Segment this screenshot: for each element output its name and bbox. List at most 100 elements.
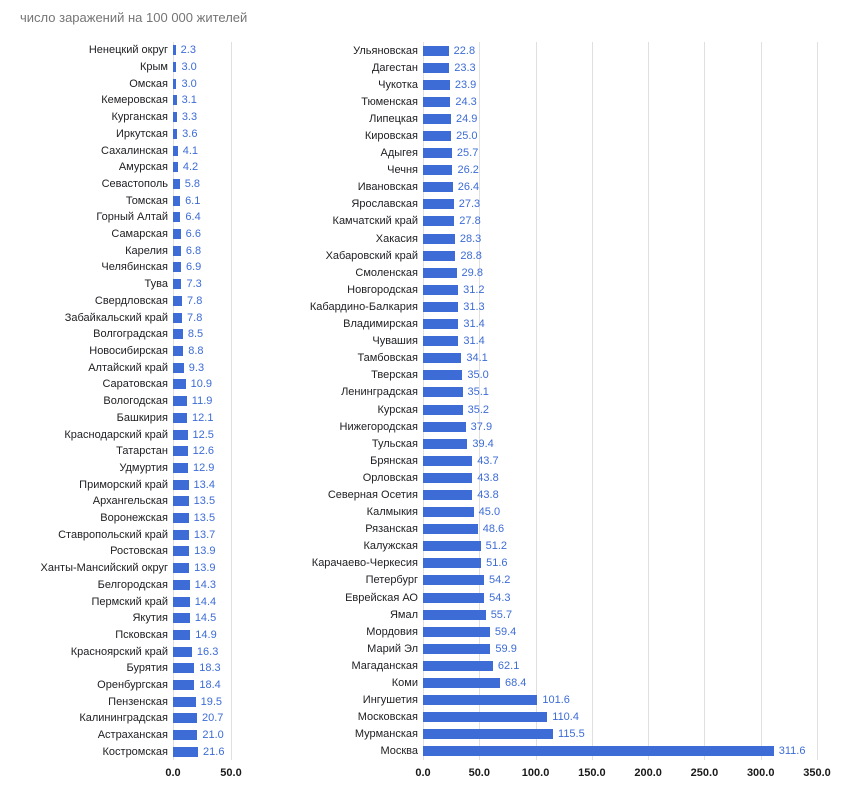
bar-row: 3.0 [173, 59, 231, 76]
category-label: Воронежская [100, 512, 168, 525]
value-label: 9.3 [188, 361, 205, 374]
value-label: 35.2 [467, 403, 490, 416]
category-label: Брянская [370, 454, 418, 467]
bar-row: 14.3 [173, 577, 231, 594]
bar [423, 62, 450, 73]
bar-row: 43.7 [423, 452, 817, 469]
category-label: Москва [380, 745, 418, 758]
bar-row: 31.3 [423, 298, 817, 315]
value-label: 25.7 [456, 147, 479, 160]
bar-row: 115.5 [423, 726, 817, 743]
value-label: 13.9 [194, 545, 216, 558]
value-label: 37.9 [470, 420, 493, 433]
chart-panel-1: Ненецкий округ Крым Омская Кемеровская Курга… [18, 42, 242, 784]
bar [173, 178, 180, 189]
bar [423, 472, 473, 483]
bar-row: 14.5 [173, 610, 231, 627]
value-label: 21.6 [203, 745, 225, 758]
bar [423, 609, 486, 620]
bar [173, 295, 183, 306]
value-label: 3.0 [181, 61, 197, 74]
category-label: Ханты-Мансийский округ [40, 562, 169, 575]
value-label: 6.6 [185, 228, 201, 241]
value-label: 35.1 [467, 386, 489, 399]
category-label: Магаданская [351, 659, 418, 672]
bar [423, 404, 463, 415]
bar [423, 524, 478, 535]
category-label: Адыгея [380, 147, 418, 160]
bar [173, 446, 188, 457]
bar-row: 27.8 [423, 213, 817, 230]
bar [423, 695, 538, 706]
axis-tick-label: 0.0 [165, 767, 181, 779]
bar-row: 14.4 [173, 593, 231, 610]
value-label: 48.6 [482, 523, 505, 536]
category-label: Ярославская [351, 198, 418, 211]
axis-tick-label: 300.0 [746, 767, 775, 779]
category-label: Владимирская [343, 318, 418, 331]
value-label: 10.9 [190, 378, 213, 391]
plot-area-2: 22.8 23.3 23.9 24.3 24.9 25.0 25.7 26.2 26.4 27.3… [415, 42, 831, 784]
bar [173, 145, 178, 156]
bar [423, 729, 554, 740]
value-label: 31.4 [463, 335, 485, 348]
value-label: 11.9 [191, 395, 213, 408]
bar-row: 34.1 [423, 350, 817, 367]
axis-tick-label: 50.0 [220, 767, 242, 779]
bar [173, 429, 188, 440]
axis-tick-label: 350.0 [803, 767, 831, 779]
bar [173, 162, 178, 173]
category-label: Волгоградская [93, 328, 168, 341]
value-label: 27.3 [458, 198, 481, 211]
category-label: Забайкальский край [64, 311, 168, 324]
category-label: Тамбовская [357, 352, 418, 365]
bar [173, 646, 192, 657]
value-label: 3.3 [181, 111, 198, 124]
category-label: Краснодарский край [64, 428, 168, 441]
gridline [648, 42, 650, 760]
bar [173, 579, 190, 590]
bar [423, 592, 485, 603]
axis-tick-label: 200.0 [634, 767, 662, 779]
bar [423, 387, 463, 398]
value-label: 23.9 [454, 78, 477, 91]
category-label: Чувашия [372, 335, 418, 348]
value-label: 31.2 [463, 283, 485, 296]
category-label: Тува [144, 278, 168, 291]
value-label: 26.4 [457, 181, 480, 194]
bar [173, 195, 181, 206]
bar [173, 696, 196, 707]
value-label: 2.3 [180, 44, 196, 57]
category-label: Алтайский край [88, 361, 168, 374]
category-label: Ямал [389, 608, 418, 621]
bar-row: 25.0 [423, 127, 817, 144]
gridline [704, 42, 706, 760]
value-label: 3.1 [181, 94, 197, 107]
value-label: 7.8 [187, 294, 203, 307]
bar [423, 250, 456, 261]
value-label: 12.6 [192, 445, 215, 458]
value-label: 4.2 [182, 161, 199, 174]
category-label: Омская [129, 77, 168, 90]
bar [423, 45, 449, 56]
bar-row: 19.5 [173, 693, 231, 710]
category-label: Ингушетия [362, 694, 418, 707]
bar [423, 438, 468, 449]
category-label: Чукотка [378, 78, 418, 91]
value-label: 51.6 [486, 557, 508, 570]
value-label: 4.1 [182, 144, 199, 157]
bar-row: 35.1 [423, 384, 817, 401]
value-label: 5.8 [184, 177, 201, 190]
bar [423, 421, 466, 432]
category-label: Кемеровская [101, 94, 168, 107]
bar-row: 7.8 [173, 293, 231, 310]
bar-row: 101.6 [423, 692, 817, 709]
bar-row: 9.3 [173, 359, 231, 376]
category-label: Горный Алтай [96, 211, 168, 224]
bar [173, 462, 188, 473]
bar-row: 7.8 [173, 309, 231, 326]
bar-row: 311.6 [423, 743, 817, 760]
bar [173, 412, 188, 423]
bar [173, 596, 190, 607]
category-label: Карелия [125, 244, 168, 257]
